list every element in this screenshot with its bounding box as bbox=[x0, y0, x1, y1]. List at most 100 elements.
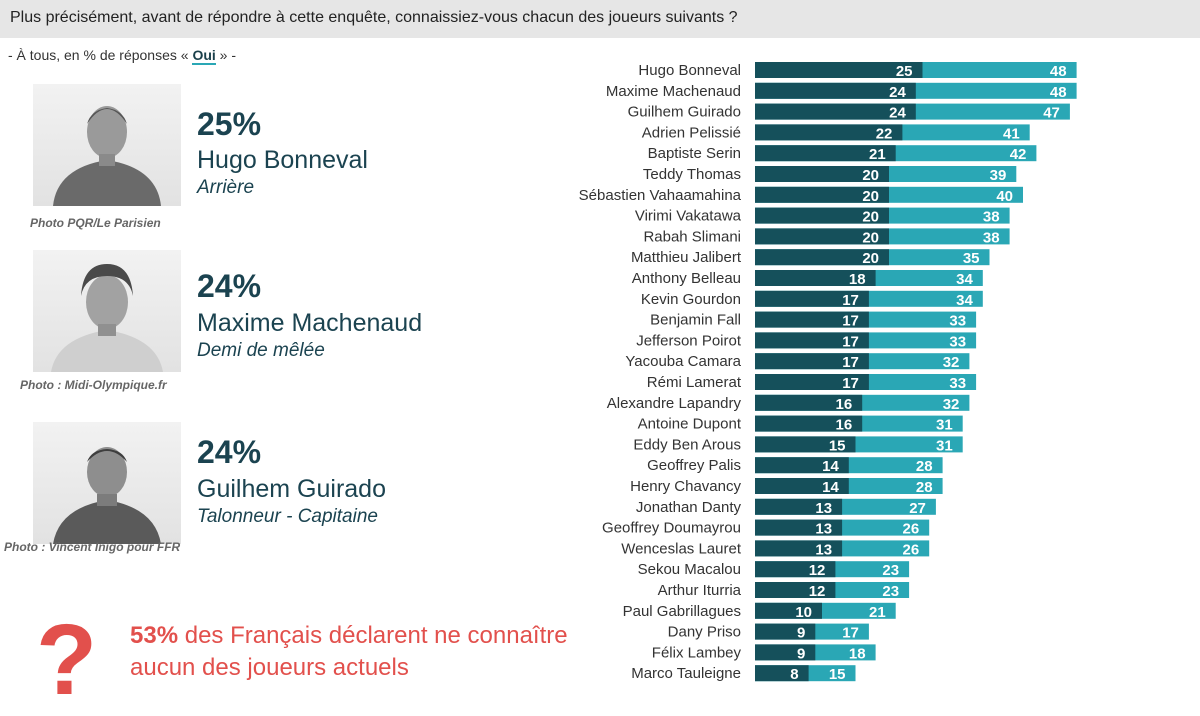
value-label-light: 48 bbox=[1050, 84, 1067, 101]
value-label-dark: 17 bbox=[842, 375, 859, 392]
value-label-dark: 20 bbox=[862, 209, 879, 226]
value-label-light: 32 bbox=[943, 354, 960, 371]
bar-dark bbox=[755, 374, 869, 390]
featured-player-3: Photo : Vincent Inigo pour FFR 24% Guilh… bbox=[0, 420, 560, 580]
category-label: Matthieu Jalibert bbox=[631, 249, 742, 266]
category-label: Anthony Belleau bbox=[632, 270, 741, 287]
bar-dark bbox=[755, 124, 903, 141]
value-label-dark: 25 bbox=[896, 63, 913, 80]
bar-dark bbox=[755, 394, 863, 411]
player-percent: 24% bbox=[197, 268, 262, 304]
question-text: Plus précisément, avant de répondre à ce… bbox=[10, 9, 738, 26]
value-label-dark: 20 bbox=[862, 167, 879, 184]
callout-body: des Français déclarent ne connaître aucu… bbox=[130, 622, 568, 681]
category-label: Adrien Pelissié bbox=[642, 124, 741, 141]
value-label-light: 21 bbox=[869, 604, 886, 621]
bar-dark bbox=[755, 62, 923, 78]
bar-dark bbox=[755, 478, 849, 494]
bar-dark bbox=[755, 270, 876, 286]
value-label-dark: 9 bbox=[797, 625, 805, 642]
photo-credit: Photo : Midi-Olympique.fr bbox=[20, 378, 167, 392]
value-label-dark: 15 bbox=[829, 437, 846, 454]
category-label: Benjamin Fall bbox=[650, 312, 741, 329]
subtitle-prefix: - À tous, en % de réponses « bbox=[8, 47, 193, 63]
question-mark-icon: ? bbox=[36, 604, 98, 716]
category-label: Félix Lambey bbox=[652, 644, 742, 661]
category-label: Arthur Iturria bbox=[658, 582, 742, 599]
category-label: Alexandre Lapandry bbox=[607, 395, 742, 412]
bar-dark bbox=[755, 207, 889, 224]
bar-dark bbox=[755, 415, 863, 432]
value-label-dark: 13 bbox=[815, 521, 832, 538]
category-label: Baptiste Serin bbox=[648, 145, 741, 162]
bar-dark bbox=[755, 540, 843, 557]
question-header: Plus précisément, avant de répondre à ce… bbox=[0, 0, 1200, 38]
player-photo bbox=[33, 250, 181, 372]
category-label: Kevin Gourdon bbox=[641, 291, 741, 308]
category-label: Yacouba Camara bbox=[625, 353, 741, 370]
bar-dark bbox=[755, 602, 822, 619]
value-label-light: 35 bbox=[963, 250, 980, 267]
category-label: Teddy Thomas bbox=[643, 166, 741, 183]
bar-dark bbox=[755, 561, 836, 578]
featured-player-2: Photo : Midi-Olympique.fr 24% Maxime Mac… bbox=[0, 250, 560, 410]
value-label-light: 34 bbox=[956, 292, 973, 309]
value-label-dark: 20 bbox=[862, 250, 879, 267]
awareness-bar-chart: Hugo Bonneval 25 48 Maxime Machenaud 24 48 Gui… bbox=[579, 62, 1077, 683]
value-label-dark: 17 bbox=[842, 292, 859, 309]
category-label: Guilhem Guirado bbox=[628, 104, 741, 121]
bar-dark bbox=[755, 332, 869, 349]
player-name: Maxime Machenaud bbox=[197, 309, 423, 337]
bar-dark bbox=[755, 103, 916, 120]
value-label-light: 41 bbox=[1003, 125, 1020, 142]
value-label-light: 39 bbox=[990, 167, 1007, 184]
value-label-light: 38 bbox=[983, 229, 1000, 246]
value-label-dark: 12 bbox=[809, 583, 826, 600]
category-label: Dany Priso bbox=[668, 624, 741, 641]
value-label-light: 23 bbox=[882, 583, 899, 600]
bar-dark bbox=[755, 353, 869, 370]
category-label: Geoffrey Doumayrou bbox=[602, 520, 741, 537]
value-label-dark: 20 bbox=[862, 188, 879, 205]
value-label-dark: 18 bbox=[849, 271, 866, 288]
bar-dark bbox=[755, 186, 889, 203]
bar-dark bbox=[755, 519, 843, 536]
category-label: Geoffrey Palis bbox=[647, 457, 741, 474]
category-label: Paul Gabrillagues bbox=[623, 603, 741, 620]
category-label: Sébastien Vahaamahina bbox=[579, 187, 742, 204]
subtitle-suffix: » - bbox=[215, 47, 237, 63]
bar-dark bbox=[755, 457, 849, 474]
category-label: Henry Chavancy bbox=[630, 478, 741, 495]
value-label-light: 18 bbox=[849, 645, 866, 662]
value-label-dark: 12 bbox=[809, 562, 826, 579]
featured-player-1: Photo PQR/Le Parisien 25% Hugo Bonneval … bbox=[0, 80, 560, 240]
bar-dark bbox=[755, 145, 896, 162]
value-label-dark: 24 bbox=[889, 84, 906, 101]
bar-dark bbox=[755, 290, 869, 307]
category-label: Maxime Machenaud bbox=[606, 83, 741, 100]
callout-text: 53% des Français déclarent ne connaître … bbox=[130, 620, 600, 684]
bar-dark bbox=[755, 436, 856, 453]
value-label-light: 42 bbox=[1010, 146, 1027, 163]
player-name: Guilhem Guirado bbox=[197, 475, 386, 503]
value-label-dark: 9 bbox=[797, 645, 805, 662]
photo-credit: Photo : Vincent Inigo pour FFR bbox=[4, 540, 181, 554]
category-label: Wenceslas Lauret bbox=[621, 540, 742, 557]
category-label: Rabah Slimani bbox=[643, 228, 741, 245]
value-label-light: 40 bbox=[996, 188, 1013, 205]
value-label-dark: 14 bbox=[822, 458, 839, 475]
value-label-light: 27 bbox=[909, 500, 926, 517]
value-label-light: 28 bbox=[916, 479, 933, 496]
player-role: Talonneur - Capitaine bbox=[197, 506, 378, 527]
bar-dark bbox=[755, 82, 916, 99]
player-role: Arrière bbox=[197, 177, 255, 198]
category-label: Rémi Lamerat bbox=[647, 374, 742, 391]
player-photo bbox=[33, 84, 181, 206]
callout-percent: 53% bbox=[130, 622, 179, 649]
category-label: Virimi Vakatawa bbox=[635, 208, 742, 225]
value-label-dark: 20 bbox=[862, 229, 879, 246]
value-label-dark: 10 bbox=[795, 604, 812, 621]
value-label-dark: 17 bbox=[842, 333, 859, 350]
bar-dark bbox=[755, 166, 889, 182]
bar-dark bbox=[755, 228, 889, 245]
